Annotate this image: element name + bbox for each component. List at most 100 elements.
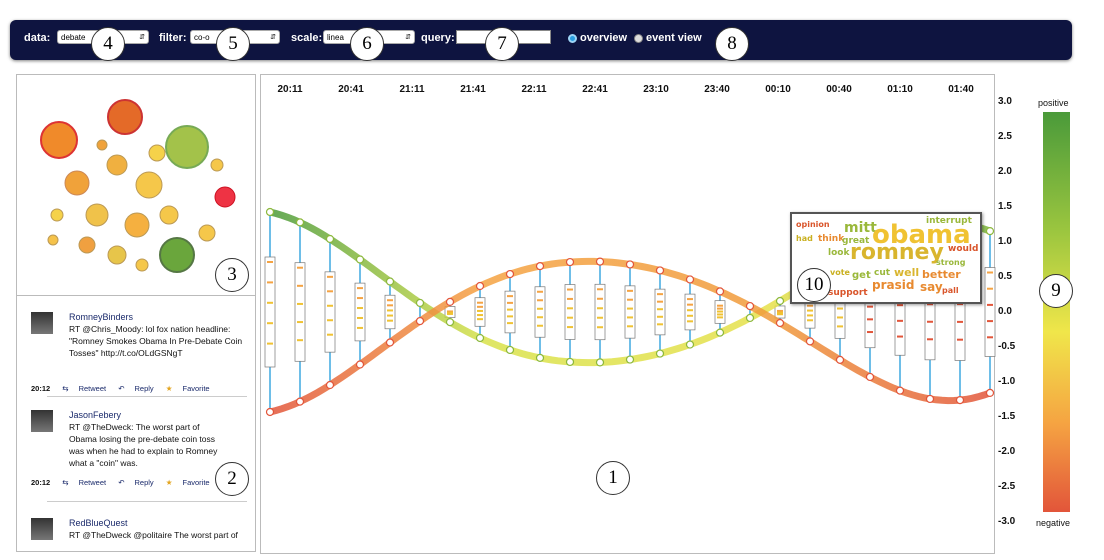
retweet-button[interactable]: Retweet [78, 384, 107, 393]
topic-bubble[interactable] [50, 208, 64, 222]
timepoint-node[interactable] [565, 257, 575, 267]
overview-radio[interactable] [568, 34, 577, 43]
tweet-distribution-box[interactable] [324, 271, 336, 353]
tweet-distribution-box[interactable] [684, 293, 696, 331]
tweet-username[interactable]: RedBlueQuest [69, 518, 128, 528]
timepoint-node[interactable] [355, 360, 365, 369]
tweet-distribution-box[interactable] [474, 297, 486, 327]
timepoint-node[interactable] [295, 218, 305, 227]
topic-bubble[interactable] [106, 154, 128, 176]
topic-bubble[interactable] [135, 171, 163, 199]
topic-bubble[interactable] [64, 170, 90, 196]
tweet-username[interactable]: JasonFebery [69, 410, 122, 420]
tweet-distribution-box[interactable] [594, 283, 606, 341]
reply-button[interactable]: Reply [134, 384, 154, 393]
reply-icon[interactable]: ↶ [118, 384, 125, 393]
tweet-username[interactable]: RomneyBinders [69, 312, 134, 322]
timepoint-node[interactable] [625, 355, 635, 364]
timepoint-node[interactable] [265, 207, 275, 217]
timepoint-node[interactable] [505, 269, 515, 279]
timepoint-node[interactable] [775, 296, 785, 306]
topic-bubble[interactable] [159, 237, 195, 273]
topic-bubble[interactable] [47, 234, 59, 246]
eventview-label[interactable]: event view [646, 32, 702, 44]
topic-bubble[interactable] [107, 99, 143, 135]
timepoint-node[interactable] [895, 386, 905, 395]
timepoint-node[interactable] [565, 357, 575, 367]
timepoint-node[interactable] [985, 226, 995, 236]
timepoint-node[interactable] [685, 275, 695, 284]
reply-icon[interactable]: ↶ [118, 478, 125, 487]
timepoint-node[interactable] [985, 388, 995, 398]
timepoint-node[interactable] [385, 338, 395, 347]
timepoint-node[interactable] [475, 333, 485, 343]
timepoint-node[interactable] [535, 353, 545, 362]
tweet-distribution-box[interactable] [354, 282, 366, 342]
topic-bubble[interactable] [135, 258, 149, 272]
topic-bubble[interactable] [124, 212, 150, 238]
topic-bubble[interactable] [198, 224, 216, 242]
favorite-icon[interactable]: ★ [165, 384, 173, 393]
timepoint-node[interactable] [595, 257, 605, 266]
tweet-distribution-box[interactable] [564, 284, 576, 340]
timepoint-node[interactable] [715, 328, 725, 337]
favorite-icon[interactable]: ★ [165, 478, 173, 487]
timepoint-node[interactable] [745, 313, 755, 323]
timepoint-node[interactable] [445, 318, 455, 327]
timepoint-node[interactable] [805, 337, 815, 346]
reply-button[interactable]: Reply [134, 478, 154, 487]
timepoint-node[interactable] [325, 380, 335, 390]
topic-bubble[interactable] [165, 125, 209, 169]
timepoint-node[interactable] [685, 340, 695, 349]
timepoint-node[interactable] [535, 262, 545, 271]
topic-bubble[interactable] [85, 203, 109, 227]
tweet-item[interactable]: JasonFebery RT @TheDweck: The worst part… [17, 410, 255, 500]
tweet-distribution-box[interactable] [624, 285, 636, 339]
timepoint-node[interactable] [385, 277, 395, 286]
topic-bubble[interactable] [40, 121, 78, 159]
timepoint-node[interactable] [625, 260, 635, 269]
timepoint-node[interactable] [415, 298, 425, 308]
tweet-distribution-box[interactable] [384, 294, 396, 330]
eventview-radio[interactable] [634, 34, 643, 43]
topic-bubble[interactable] [96, 139, 108, 151]
timepoint-node[interactable] [325, 234, 335, 244]
tweet-distribution-box[interactable] [504, 290, 516, 334]
timepoint-node[interactable] [865, 372, 875, 382]
tweet-distribution-box[interactable] [264, 256, 276, 368]
favorite-button[interactable]: Favorite [182, 384, 210, 393]
retweet-icon[interactable]: ⇆ [62, 478, 69, 487]
timepoint-node[interactable] [265, 407, 275, 417]
timepoint-node[interactable] [775, 318, 785, 328]
timepoint-node[interactable] [715, 287, 725, 296]
topic-bubble[interactable] [159, 205, 179, 225]
topic-bubbles-chart[interactable] [17, 75, 255, 295]
timepoint-node[interactable] [925, 394, 935, 404]
timepoint-node[interactable] [415, 316, 425, 326]
tweet-distribution-box[interactable] [654, 288, 666, 336]
tweet-distribution-box[interactable] [984, 267, 996, 357]
timepoint-node[interactable] [955, 396, 965, 405]
topic-bubble[interactable] [78, 236, 96, 254]
timepoint-node[interactable] [745, 301, 755, 311]
tweet-item[interactable]: RedBlueQuest RT @TheDweck @politaire The… [17, 518, 255, 551]
timepoint-node[interactable] [475, 281, 485, 291]
tweet-distribution-box[interactable] [294, 262, 306, 362]
topic-bubble[interactable] [107, 245, 127, 265]
topic-bubble[interactable] [210, 158, 224, 172]
timepoint-node[interactable] [835, 355, 845, 364]
timepoint-node[interactable] [655, 349, 665, 358]
timepoint-node[interactable] [355, 255, 365, 264]
tweet-distribution-box[interactable] [534, 286, 546, 338]
topic-bubble[interactable] [148, 144, 166, 162]
retweet-button[interactable]: Retweet [78, 478, 107, 487]
retweet-icon[interactable]: ⇆ [62, 384, 69, 393]
timepoint-node[interactable] [655, 266, 665, 275]
timepoint-node[interactable] [595, 358, 605, 367]
timepoint-node[interactable] [295, 397, 305, 406]
timepoint-node[interactable] [505, 345, 515, 355]
overview-label[interactable]: overview [580, 32, 628, 44]
favorite-button[interactable]: Favorite [182, 478, 210, 487]
timepoint-node[interactable] [445, 297, 455, 306]
tweet-item[interactable]: RomneyBinders RT @Chris_Moody: lol fox n… [17, 312, 255, 402]
